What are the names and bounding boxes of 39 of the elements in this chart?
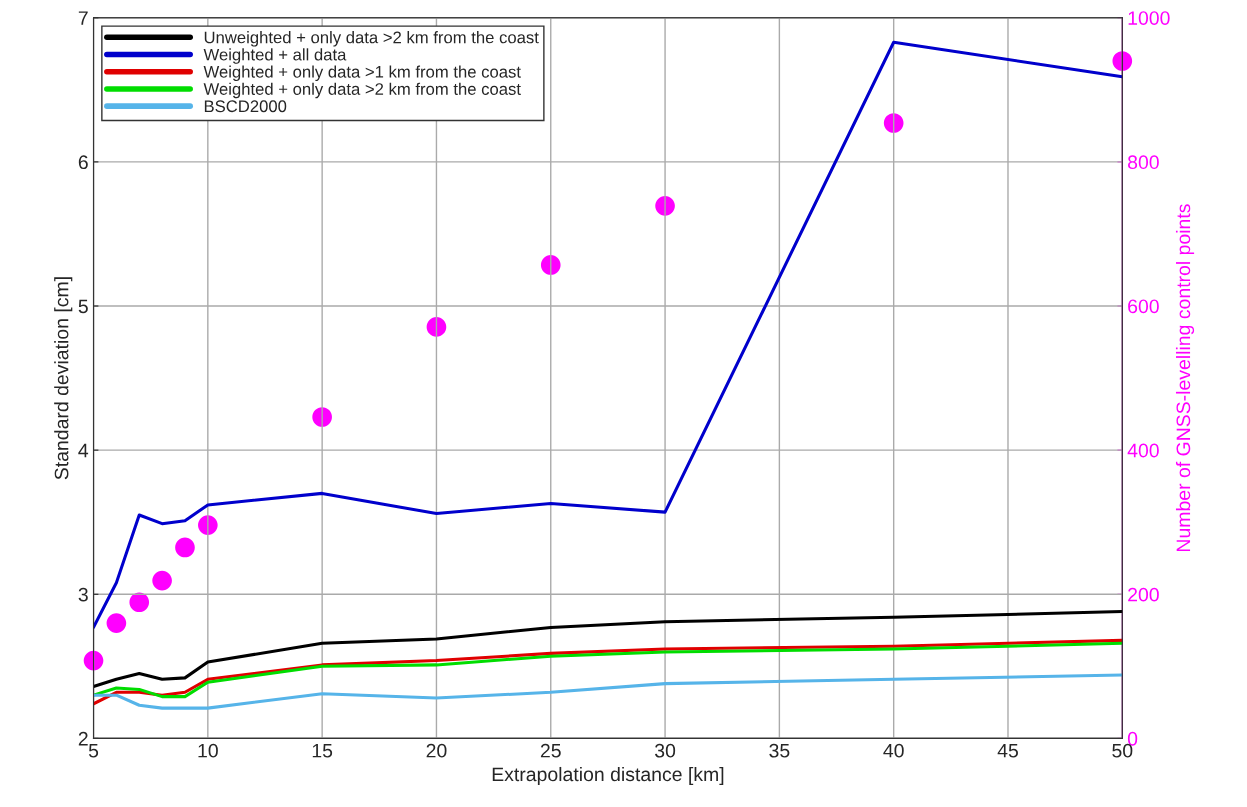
point xyxy=(1112,51,1133,71)
x-tick-label: 40 xyxy=(883,743,904,758)
y-tick-label: 2 xyxy=(78,731,88,746)
point xyxy=(152,570,172,591)
y2-tick-label: 1000 xyxy=(1128,11,1170,25)
x-tick-label: 30 xyxy=(655,743,676,758)
point xyxy=(175,537,195,558)
y-tick-label: 7 xyxy=(78,11,88,25)
x-tick-label: 10 xyxy=(198,743,218,758)
y2-tick-label: 600 xyxy=(1128,299,1159,314)
y-tick-label: 4 xyxy=(78,443,89,458)
line-series xyxy=(93,673,1123,710)
legend-label: Weighted + only data >1 km from the coast xyxy=(203,65,521,82)
y-tick-label: 6 xyxy=(78,155,88,170)
x-axis-title: Extrapolation distance [km] xyxy=(492,766,724,786)
x-tick-label: 15 xyxy=(312,743,333,758)
x-tick-label: 35 xyxy=(769,743,790,758)
point xyxy=(540,255,561,275)
point xyxy=(883,113,904,133)
y-axis-title: Standard deviation [cm] xyxy=(54,277,73,480)
legend-label: Weighted + all data xyxy=(203,48,347,64)
point xyxy=(106,613,127,633)
line-series xyxy=(93,610,1123,689)
legend-label: Unweighted + only data >2 km from the coast xyxy=(204,31,539,47)
y2-tick-label: 400 xyxy=(1127,443,1159,458)
point xyxy=(83,650,104,671)
x-tick-label: 45 xyxy=(997,743,1018,758)
y2-tick-label: 200 xyxy=(1128,587,1159,602)
y2-tick-label: 800 xyxy=(1128,155,1159,170)
x-tick-label: 25 xyxy=(540,743,561,758)
legend-label: Weighted + only data >2 km from the coast xyxy=(203,82,521,99)
y-tick-label: 3 xyxy=(78,587,88,602)
point xyxy=(426,317,447,337)
point xyxy=(129,592,150,613)
x-tick-label: 20 xyxy=(426,743,447,758)
y2-axis-title: Number of GNSS-levelling control points xyxy=(1175,204,1195,552)
y-tick-label: 5 xyxy=(78,299,88,314)
legend-label: BSCD2000 xyxy=(204,100,287,113)
x-tick-label: 5 xyxy=(88,743,99,758)
